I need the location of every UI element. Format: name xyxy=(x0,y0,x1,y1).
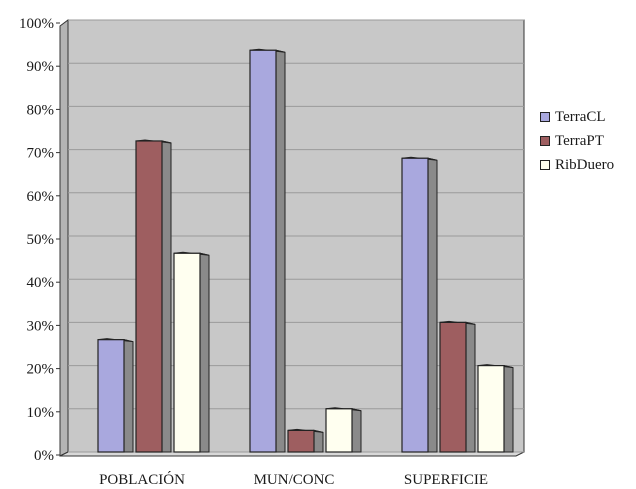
y-tick-label: 90% xyxy=(27,59,55,75)
legend-swatch-terracl xyxy=(540,112,550,122)
bar-terracl xyxy=(401,157,429,453)
plot-floor xyxy=(59,451,525,457)
legend-swatch-terrapt xyxy=(540,136,550,146)
plot-side-wall xyxy=(59,19,69,457)
bar-side-ribduero xyxy=(503,364,514,453)
bar-side-terrapt xyxy=(161,140,172,453)
bar-terrapt xyxy=(439,321,467,453)
bar-terrapt xyxy=(287,429,315,453)
y-tick-label: 20% xyxy=(27,362,55,378)
bar-terracl xyxy=(249,49,277,453)
bar-side-terracl xyxy=(123,339,134,453)
bar-side-terrapt xyxy=(313,429,324,453)
bar-ribduero xyxy=(477,365,505,453)
y-tick-label: 100% xyxy=(19,16,54,32)
legend: TerraCL TerraPT RibDuero xyxy=(540,108,614,174)
bar-side-terracl xyxy=(275,49,286,453)
bar-side-terracl xyxy=(427,157,438,453)
bar-terrapt xyxy=(135,140,163,453)
bar-ribduero xyxy=(325,408,353,453)
bar-side-ribduero xyxy=(351,408,362,453)
x-tick-label: SUPERFICIE xyxy=(404,472,488,488)
x-tick-label: POBLACIÓN xyxy=(99,471,185,488)
y-tick-label: 10% xyxy=(27,405,55,421)
legend-item-terrapt: TerraPT xyxy=(540,132,614,150)
bar-chart-svg: 0% 10% 20% 30% 40% 50% 60% 70% 80% 90% 100% POBLACI… xyxy=(19,16,525,488)
legend-label-terracl: TerraCL xyxy=(555,108,606,125)
legend-item-terracl: TerraCL xyxy=(540,108,614,126)
bar-side-ribduero xyxy=(199,252,210,453)
y-tick-label: 80% xyxy=(27,102,55,118)
bar-side-terrapt xyxy=(465,321,476,453)
y-tick-label: 40% xyxy=(27,275,55,291)
y-tick-label: 0% xyxy=(34,448,54,464)
bar-ribduero xyxy=(173,252,201,453)
y-tick-label: 60% xyxy=(27,189,55,205)
legend-label-terrapt: TerraPT xyxy=(555,132,604,149)
legend-label-ribduero: RibDuero xyxy=(555,156,615,173)
y-tick-label: 70% xyxy=(27,146,55,162)
bar-terracl xyxy=(97,339,125,453)
y-tick-label: 50% xyxy=(27,232,55,248)
y-tick-label: 30% xyxy=(27,318,55,334)
x-tick-label: MUN/CONC xyxy=(254,472,335,488)
legend-swatch-ribduero xyxy=(540,160,550,170)
legend-item-ribduero: RibDuero xyxy=(540,156,614,174)
